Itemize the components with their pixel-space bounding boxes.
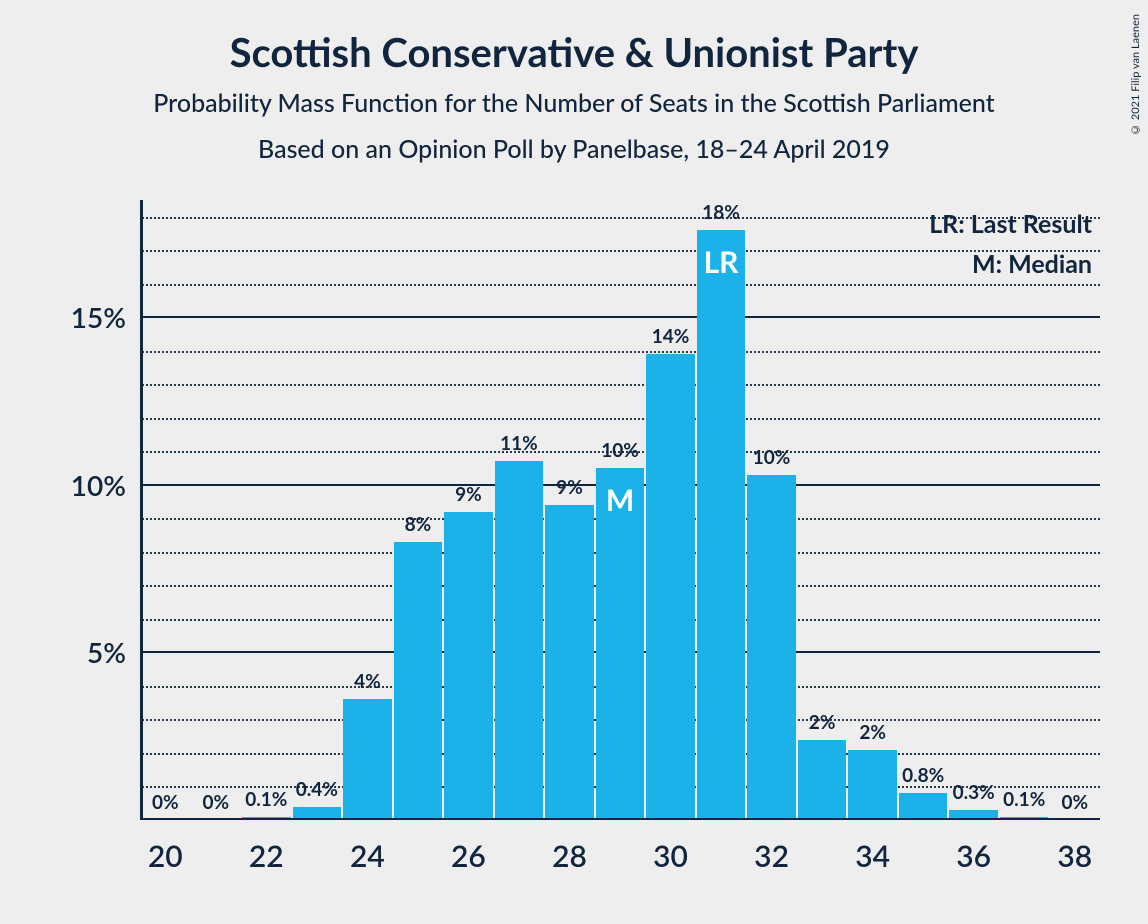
bar-value-label: 2% (809, 711, 836, 734)
x-tick-label: 24 (350, 838, 385, 874)
bar-value-label: 0% (1061, 791, 1088, 814)
bar-value-label: 8% (405, 513, 432, 536)
bar-value-label: 14% (652, 325, 690, 348)
bar (394, 542, 443, 818)
bar (242, 817, 291, 818)
bar (596, 468, 645, 818)
x-tick-label: 34 (855, 838, 890, 874)
bar (747, 475, 796, 818)
bar (444, 512, 493, 818)
bar (343, 699, 392, 818)
bar-value-label: 9% (455, 483, 482, 506)
bar (899, 793, 948, 818)
grid-minor (142, 351, 1100, 353)
legend-lr: LR: Last Result (929, 204, 1092, 244)
bar-value-label: 11% (500, 432, 538, 455)
bar-value-label: 0.3% (953, 781, 995, 804)
y-tick-label: 5% (87, 635, 126, 669)
bar-value-label: 0.1% (245, 788, 287, 811)
bar-value-label: 0.4% (296, 778, 338, 801)
x-tick-label: 26 (451, 838, 486, 874)
x-tick-label: 20 (148, 838, 183, 874)
bar (646, 354, 695, 818)
y-tick-label: 15% (71, 300, 126, 334)
chart-subtitle-2: Based on an Opinion Poll by Panelbase, 1… (0, 134, 1148, 164)
bar (848, 750, 897, 818)
bar-value-label: 9% (556, 476, 583, 499)
bar (545, 505, 594, 818)
bar-annotation: M (606, 482, 634, 518)
bar (495, 461, 544, 818)
bar-value-label: 2% (859, 721, 886, 744)
x-tick-label: 30 (653, 838, 688, 874)
x-tick-label: 32 (754, 838, 789, 874)
bar-value-label: 0.1% (1003, 788, 1045, 811)
copyright-text: © 2021 Filip van Laenen (1129, 14, 1142, 136)
grid-minor (142, 250, 1100, 252)
bar-value-label: 10% (601, 439, 639, 462)
grid-minor (142, 418, 1100, 420)
x-tick-label: 22 (249, 838, 284, 874)
bar (798, 740, 847, 818)
grid-minor (142, 284, 1100, 286)
x-tick-label: 28 (552, 838, 587, 874)
x-tick-label: 36 (956, 838, 991, 874)
chart-frame: Scottish Conservative & Unionist Party P… (0, 0, 1148, 924)
grid-minor (142, 217, 1100, 219)
bar-value-label: 0.8% (902, 764, 944, 787)
bar-value-label: 10% (753, 446, 791, 469)
grid-minor (142, 384, 1100, 386)
chart-subtitle-1: Probability Mass Function for the Number… (0, 88, 1148, 118)
bar-annotation: LR (704, 244, 739, 280)
bar (293, 807, 342, 818)
chart-title: Scottish Conservative & Unionist Party (0, 28, 1148, 76)
bar (949, 810, 998, 818)
grid-major (142, 316, 1100, 318)
plot-area: LR: Last Result M: Median 5%10%15%202224… (140, 200, 1100, 820)
x-tick-label: 38 (1057, 838, 1092, 874)
y-tick-label: 10% (71, 468, 126, 502)
bar-value-label: 0% (202, 791, 229, 814)
y-axis-line (140, 200, 143, 820)
bar-value-label: 0% (152, 791, 179, 814)
bar (697, 230, 746, 818)
bar (1000, 817, 1049, 818)
bar-value-label: 4% (354, 670, 381, 693)
bar-value-label: 18% (702, 201, 740, 224)
